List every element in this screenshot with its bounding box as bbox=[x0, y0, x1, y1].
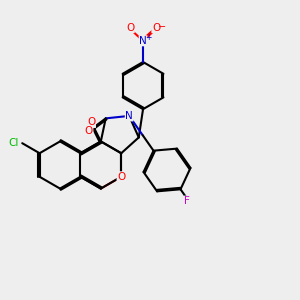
Text: Cl: Cl bbox=[8, 138, 19, 148]
Text: N: N bbox=[125, 111, 133, 121]
Text: O: O bbox=[126, 23, 134, 33]
Text: O: O bbox=[87, 118, 95, 128]
Text: O: O bbox=[85, 126, 93, 136]
Text: +: + bbox=[145, 33, 152, 42]
Text: O: O bbox=[152, 23, 160, 33]
Text: −: − bbox=[158, 22, 166, 32]
Text: O: O bbox=[117, 172, 125, 182]
Text: N: N bbox=[139, 36, 147, 46]
Text: F: F bbox=[184, 196, 190, 206]
